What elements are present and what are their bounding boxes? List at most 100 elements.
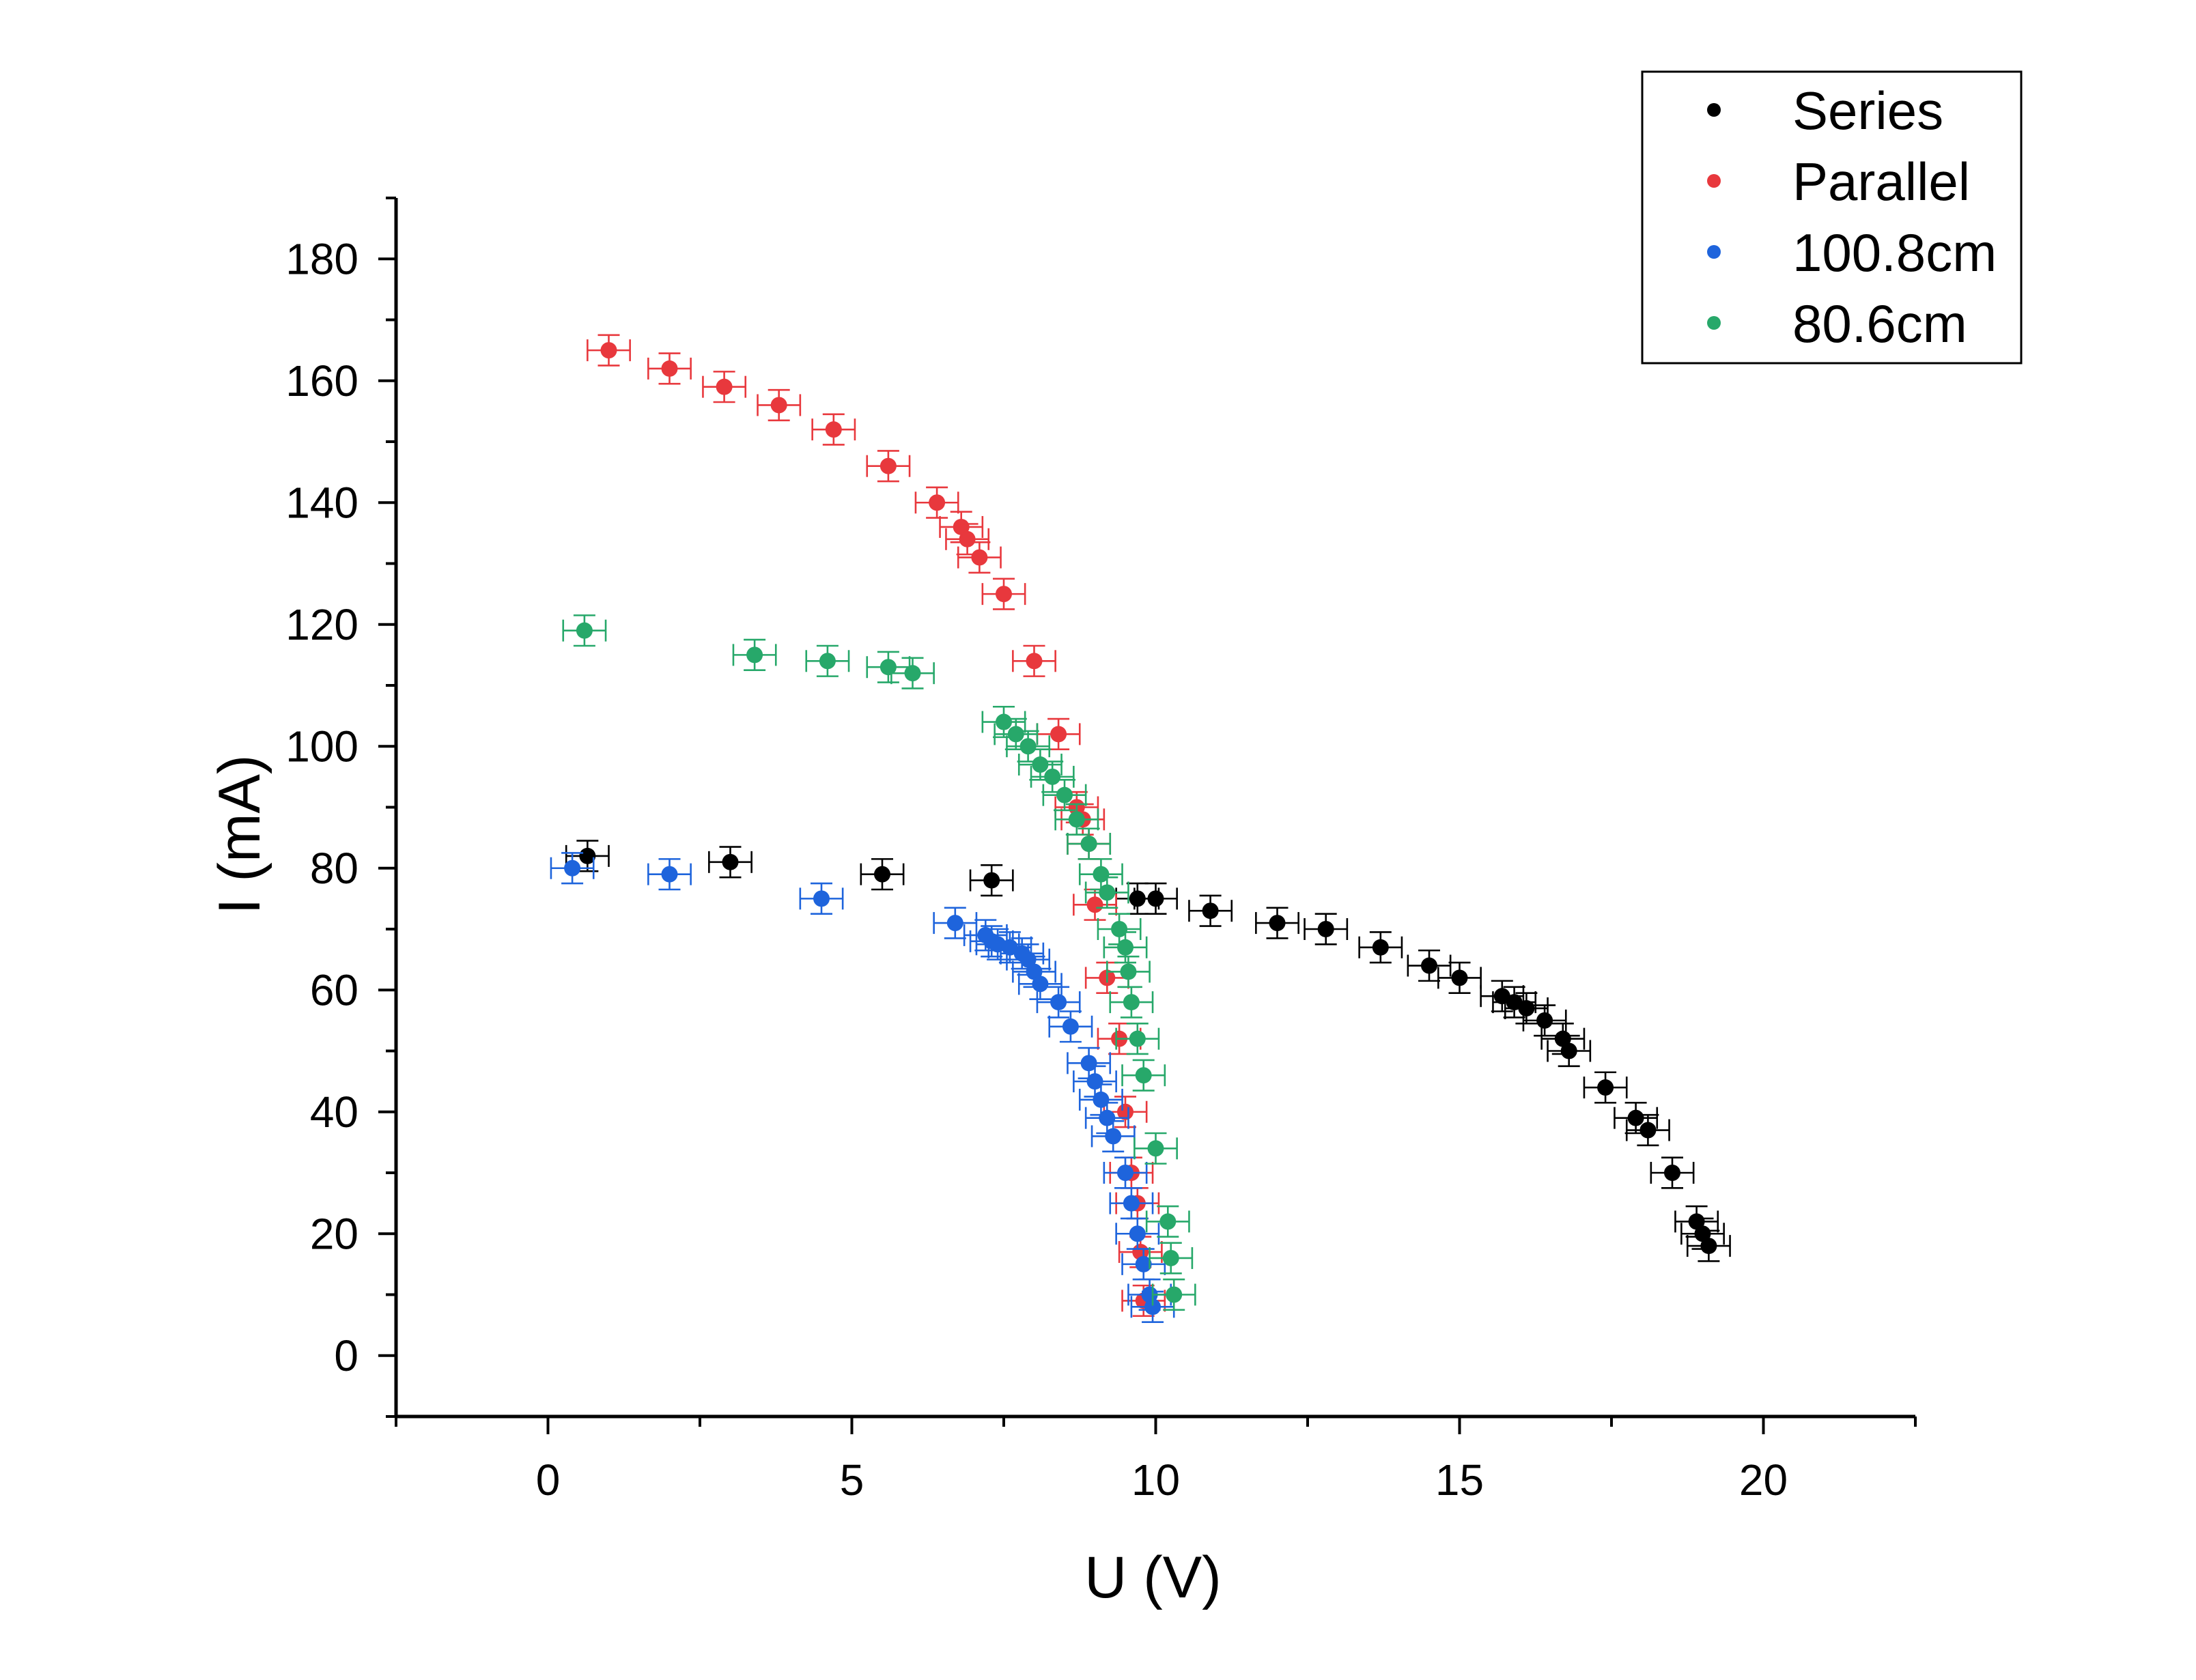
data-point (805, 644, 850, 677)
data-point (1547, 1034, 1592, 1068)
data-marker (904, 665, 921, 682)
data-marker (1099, 884, 1116, 901)
data-point (1304, 913, 1349, 945)
data-marker (1019, 738, 1037, 755)
data-marker (879, 659, 897, 676)
data-marker (1099, 1109, 1116, 1126)
data-point (1073, 1065, 1117, 1098)
data-marker (1269, 915, 1286, 932)
x-tick-label: 15 (1435, 1455, 1484, 1505)
data-marker (1019, 951, 1037, 968)
data-point (1121, 1248, 1166, 1281)
legend-label: 100.8cm (1792, 223, 1997, 283)
legend-label: Parallel (1792, 152, 1970, 212)
data-point (1030, 760, 1075, 793)
data-point (1106, 955, 1151, 988)
data-marker (1117, 939, 1134, 956)
data-marker (813, 890, 830, 907)
legend-label: Series (1792, 81, 1943, 141)
data-marker (1026, 963, 1043, 980)
data-point (702, 371, 747, 403)
y-tick-label: 40 (310, 1087, 358, 1137)
data-point (1017, 967, 1062, 1000)
data-marker (661, 866, 678, 883)
data-marker (1536, 1012, 1553, 1029)
data-point (1358, 931, 1403, 964)
data-point (945, 523, 990, 556)
data-marker (1086, 896, 1103, 913)
series-3 (562, 614, 1196, 1311)
data-marker (1056, 786, 1073, 803)
data-point (1084, 876, 1129, 909)
data-marker (1162, 1249, 1179, 1266)
data-point (933, 907, 978, 939)
data-marker (661, 360, 678, 377)
data-point (963, 919, 1008, 952)
data-point (1042, 779, 1087, 812)
data-marker (971, 549, 988, 566)
data-point (1522, 1004, 1567, 1037)
data-marker (722, 853, 739, 870)
data-marker (1129, 1030, 1146, 1047)
data-marker (1493, 988, 1510, 1005)
data-marker (576, 622, 593, 639)
data-marker (1026, 653, 1043, 670)
data-marker (1560, 1042, 1577, 1059)
data-point (587, 334, 631, 367)
data-marker (1093, 866, 1110, 883)
data-marker (1050, 994, 1067, 1011)
data-marker (1144, 1298, 1162, 1315)
data-marker (959, 530, 976, 547)
data-point (1437, 961, 1482, 995)
data-marker (1123, 1195, 1140, 1212)
data-point (1134, 882, 1178, 915)
data-marker (600, 342, 617, 359)
data-marker (1044, 768, 1061, 785)
data-marker (1159, 1213, 1177, 1230)
data-point (1650, 1156, 1695, 1189)
data-marker (564, 859, 581, 877)
data-marker (1147, 890, 1164, 907)
data-marker (1129, 1225, 1146, 1242)
data-marker (1068, 811, 1085, 828)
data-marker (1317, 921, 1334, 937)
data-marker (1032, 976, 1049, 993)
data-marker (1688, 1213, 1705, 1230)
y-tick-label: 60 (310, 965, 358, 1014)
data-point (1067, 827, 1112, 860)
x-axis-label: U (V) (1084, 1545, 1222, 1610)
data-marker (1086, 1073, 1103, 1090)
data-point (1151, 1278, 1196, 1311)
data-point (1583, 1071, 1628, 1104)
data-point (994, 717, 1039, 751)
legend-marker (1707, 316, 1721, 330)
y-tick-label: 140 (285, 478, 358, 527)
data-point (1036, 717, 1081, 751)
y-tick-label: 0 (334, 1331, 358, 1380)
axes: 0 5 10 15 20 0 20 40 60 80 100 120 140 160 180 (285, 197, 1917, 1505)
y-tick-label: 160 (285, 356, 358, 405)
data-point (866, 651, 911, 683)
data-point (1407, 949, 1452, 982)
data-marker (953, 518, 970, 535)
data-point (939, 511, 984, 543)
data-marker (1202, 902, 1219, 920)
data-point (1130, 1290, 1175, 1323)
data-point (1492, 986, 1537, 1019)
data-marker (1451, 969, 1468, 986)
y-tick-label: 120 (285, 600, 358, 649)
legend: Series Parallel 100.8cm 80.6cm (1641, 70, 2023, 365)
data-point (1012, 955, 1056, 988)
data-point (757, 388, 802, 422)
data-marker (1597, 1079, 1614, 1096)
data-point (866, 450, 911, 483)
data-marker (1135, 1067, 1152, 1084)
data-point (957, 541, 1002, 574)
data-marker (1117, 1103, 1134, 1120)
data-marker (1518, 1000, 1535, 1017)
data-point (1048, 1010, 1093, 1043)
data-point (708, 846, 752, 879)
legend-marker (1707, 245, 1721, 259)
data-point (1504, 992, 1549, 1025)
data-point (1255, 907, 1299, 939)
